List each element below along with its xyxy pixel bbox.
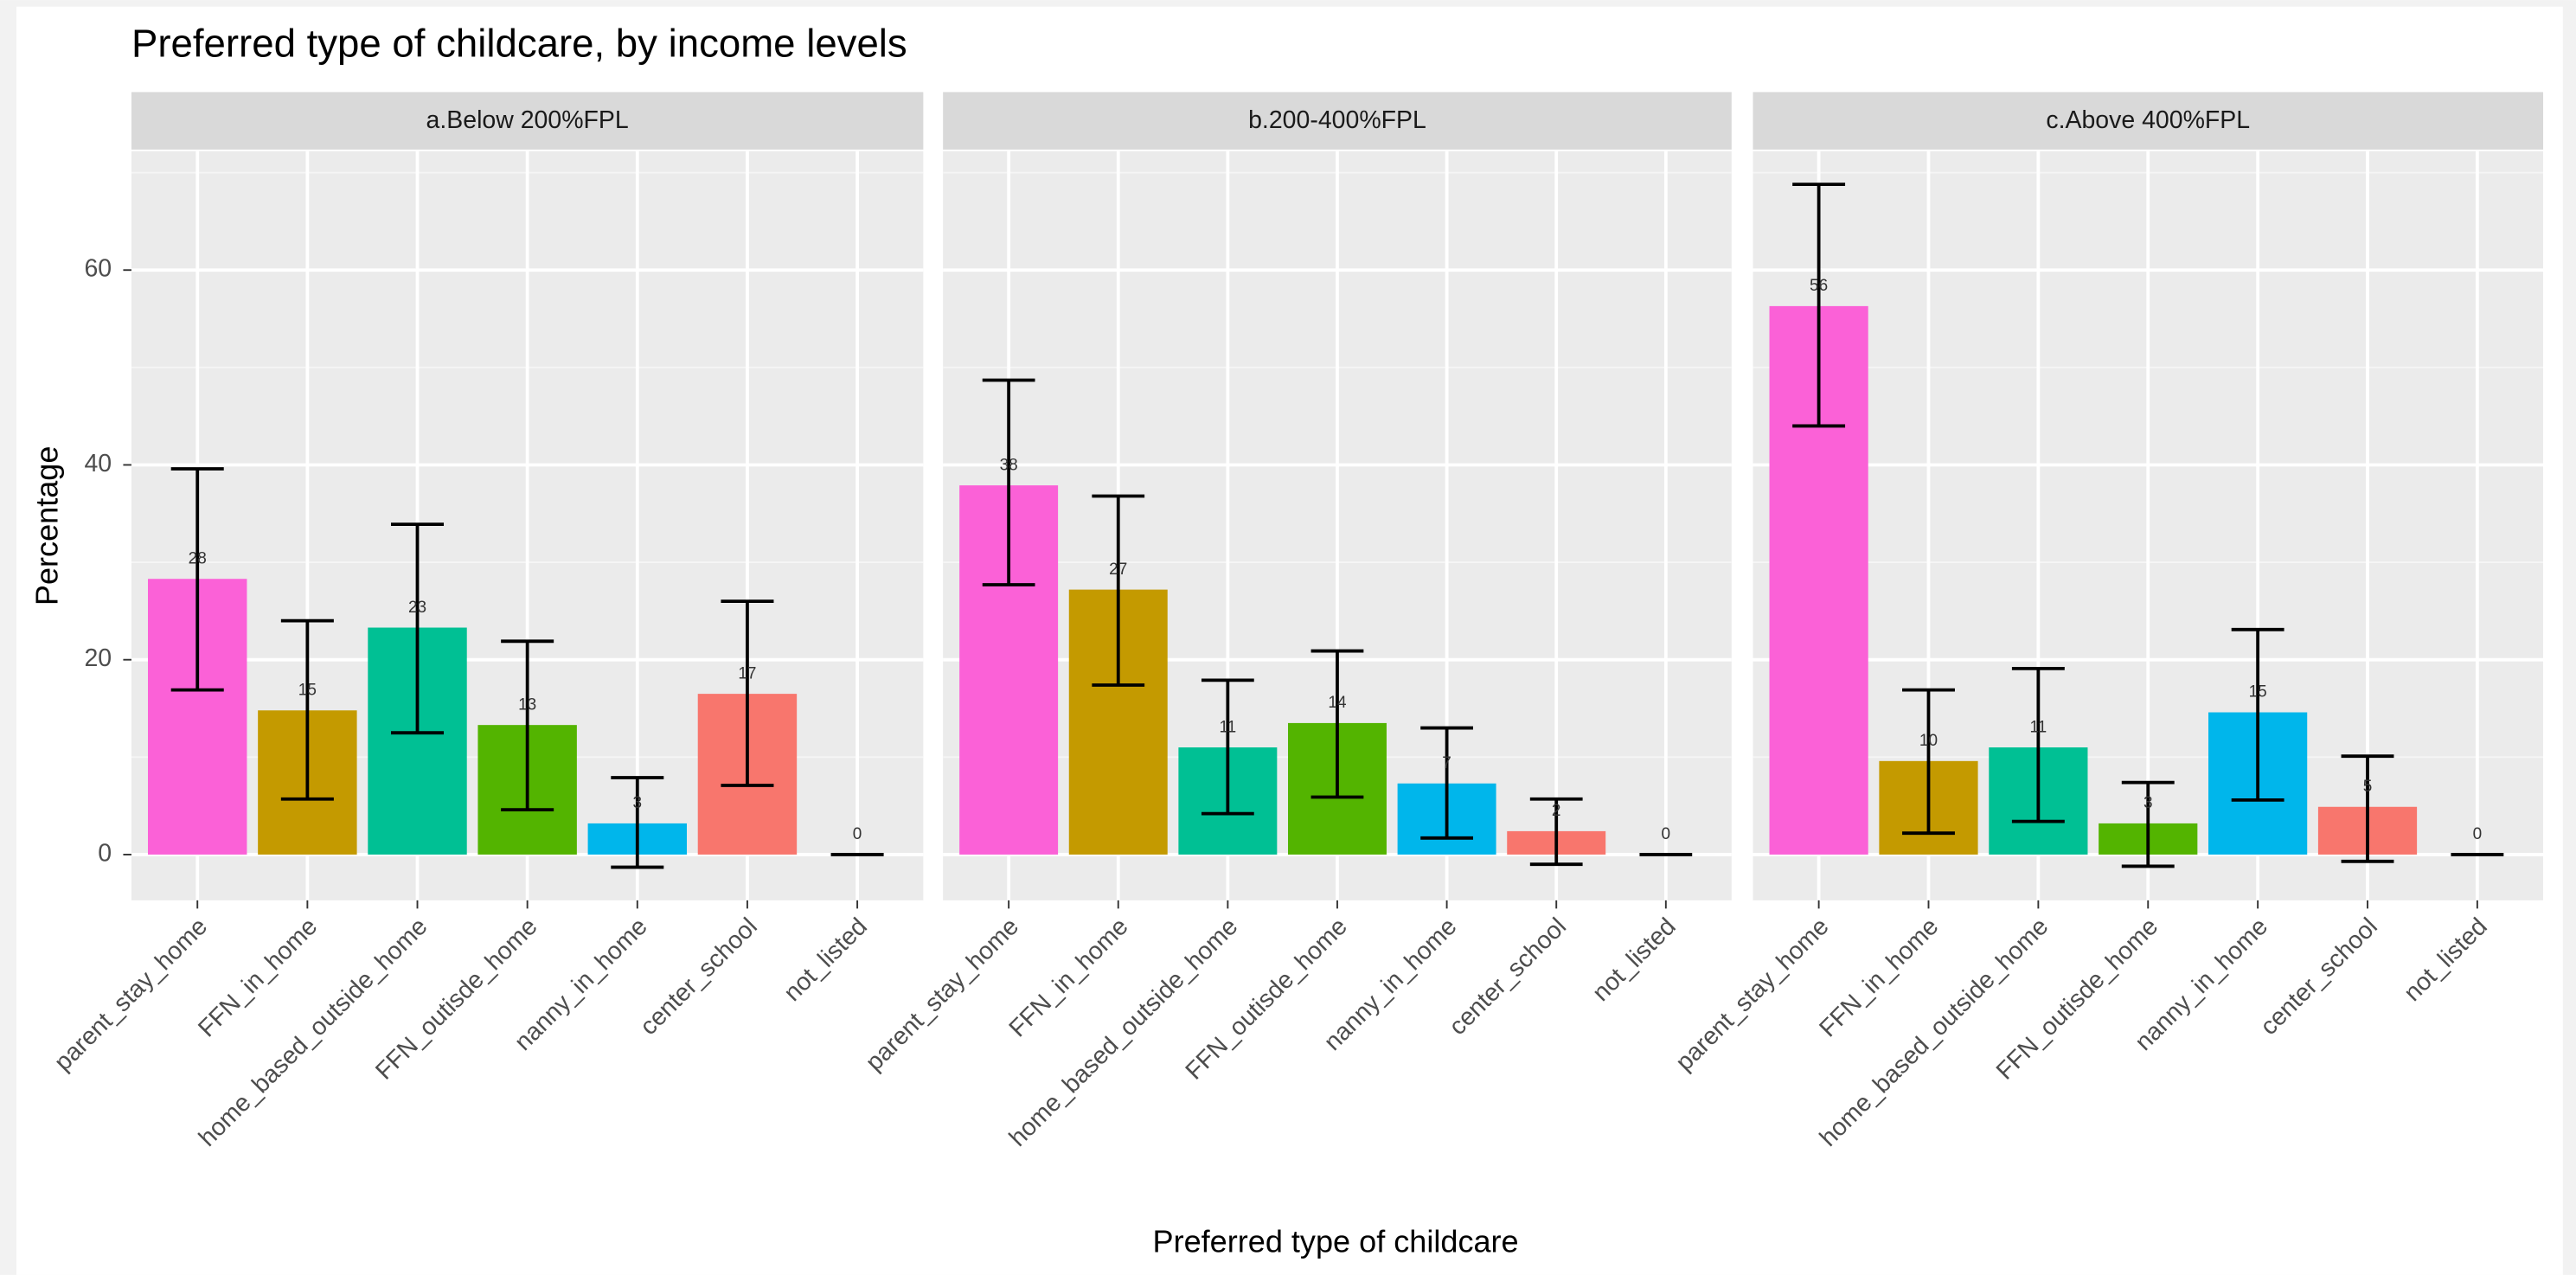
data-label: 3: [633, 794, 643, 812]
y-tick-label: 40: [84, 450, 112, 477]
strip: [131, 92, 924, 150]
data-label: 23: [408, 599, 426, 617]
data-label: 27: [1109, 561, 1127, 579]
error-bar: [2231, 627, 2284, 802]
data-label: 2: [1552, 802, 1561, 820]
data-label: 56: [1810, 277, 1828, 295]
data-label: 11: [2030, 718, 2047, 736]
data-label: 0: [853, 825, 862, 843]
error-bar: [501, 639, 554, 812]
error-bar: [2341, 754, 2394, 863]
y-tick-label: 20: [84, 644, 112, 672]
error-bar: [1420, 726, 1473, 840]
error-bar: [611, 776, 664, 869]
data-label: 10: [1919, 732, 1938, 750]
y-tick-label: 60: [84, 255, 112, 283]
error-bar: [721, 599, 774, 787]
chart-title: Preferred type of childcare, by income l…: [131, 21, 907, 65]
data-label: 0: [1662, 825, 1671, 843]
data-label: 15: [298, 681, 317, 699]
data-label: 28: [189, 549, 207, 567]
data-label: 11: [1220, 718, 1237, 736]
error-bar: [1792, 183, 1846, 428]
strip-title: b.200-400%FPL: [1248, 106, 1426, 134]
data-label: 13: [518, 695, 536, 714]
data-label: 3: [2143, 794, 2153, 812]
error-bar: [2011, 666, 2065, 823]
data-label: 7: [1442, 754, 1451, 772]
error-bar: [982, 378, 1035, 586]
y-tick-label: 0: [98, 839, 112, 867]
x-axis-label: Preferred type of childcare: [1153, 1223, 1519, 1259]
data-label: 15: [2249, 683, 2267, 702]
data-label: 17: [738, 664, 756, 682]
error-bar: [1529, 797, 1583, 867]
strip: [1753, 92, 2544, 150]
error-bar: [2121, 780, 2175, 868]
error-bar: [1201, 678, 1254, 816]
data-label: 38: [1000, 456, 1018, 474]
error-bar: [1902, 688, 1955, 836]
strip-title: c.Above 400%FPL: [2046, 106, 2250, 134]
error-bar: [1310, 649, 1364, 799]
strip-title: a.Below 200%FPL: [426, 106, 629, 134]
error-bar: [390, 522, 445, 735]
data-label: 0: [2473, 825, 2483, 843]
data-label: 14: [1328, 694, 1346, 712]
y-axis-label: Percentage: [29, 446, 65, 606]
error-bar: [1092, 494, 1145, 687]
error-bar: [280, 618, 334, 801]
data-label: 5: [2363, 778, 2373, 796]
error-bar: [170, 467, 224, 692]
strip: [943, 92, 1732, 150]
